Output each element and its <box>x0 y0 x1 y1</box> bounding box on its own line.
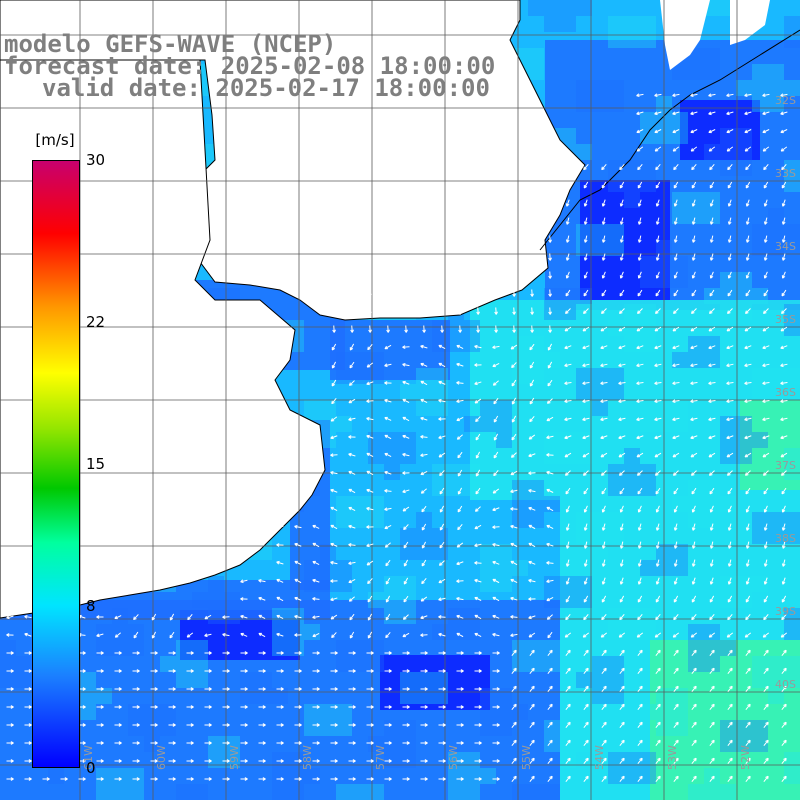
latitude-label: 35S <box>775 313 796 326</box>
latitude-label: 36S <box>775 386 796 399</box>
land-area-east <box>730 0 770 45</box>
longitude-label: 54W <box>593 745 606 770</box>
land-area-west <box>0 59 326 619</box>
latitude-label: 34S <box>775 240 796 253</box>
longitude-label: 56W <box>447 745 460 770</box>
latitude-label: 38S <box>775 532 796 545</box>
latitude-label: 32S <box>775 94 796 107</box>
latitude-label: 37S <box>775 459 796 472</box>
latitude-label: 39S <box>775 605 796 618</box>
colorbar-tick-8: 8 <box>86 596 96 615</box>
longitude-label: 61W <box>82 745 95 770</box>
colorbar-units: [m/s] <box>35 131 75 149</box>
colorbar-tick-0: 0 <box>86 759 96 777</box>
forecast-date-label: forecast date: 2025-02-08 18:00:00 <box>4 52 496 80</box>
longitude-label: 59W <box>228 745 241 770</box>
model-title: modelo GEFS-WAVE (NCEP) <box>4 30 337 58</box>
colorbar <box>32 160 80 768</box>
longitude-label: 52W <box>739 745 752 770</box>
colorbar-tick-30: 30 <box>86 151 106 169</box>
colorbar-tick-22: 22 <box>86 313 106 332</box>
colorbar-tick-15: 15 <box>86 455 106 473</box>
longitude-label: 53W <box>666 745 679 770</box>
longitude-label: 58W <box>301 745 314 770</box>
coastline <box>539 29 800 251</box>
longitude-label: 55W <box>520 745 533 770</box>
latitude-label: 40S <box>775 678 796 691</box>
wind-vectors <box>6 93 788 783</box>
longitude-label: 60W <box>155 745 168 770</box>
longitude-label: 57W <box>374 745 387 770</box>
valid-date-label: valid date: 2025-02-17 18:00:00 <box>42 74 490 102</box>
latitude-label: 33S <box>775 167 796 180</box>
